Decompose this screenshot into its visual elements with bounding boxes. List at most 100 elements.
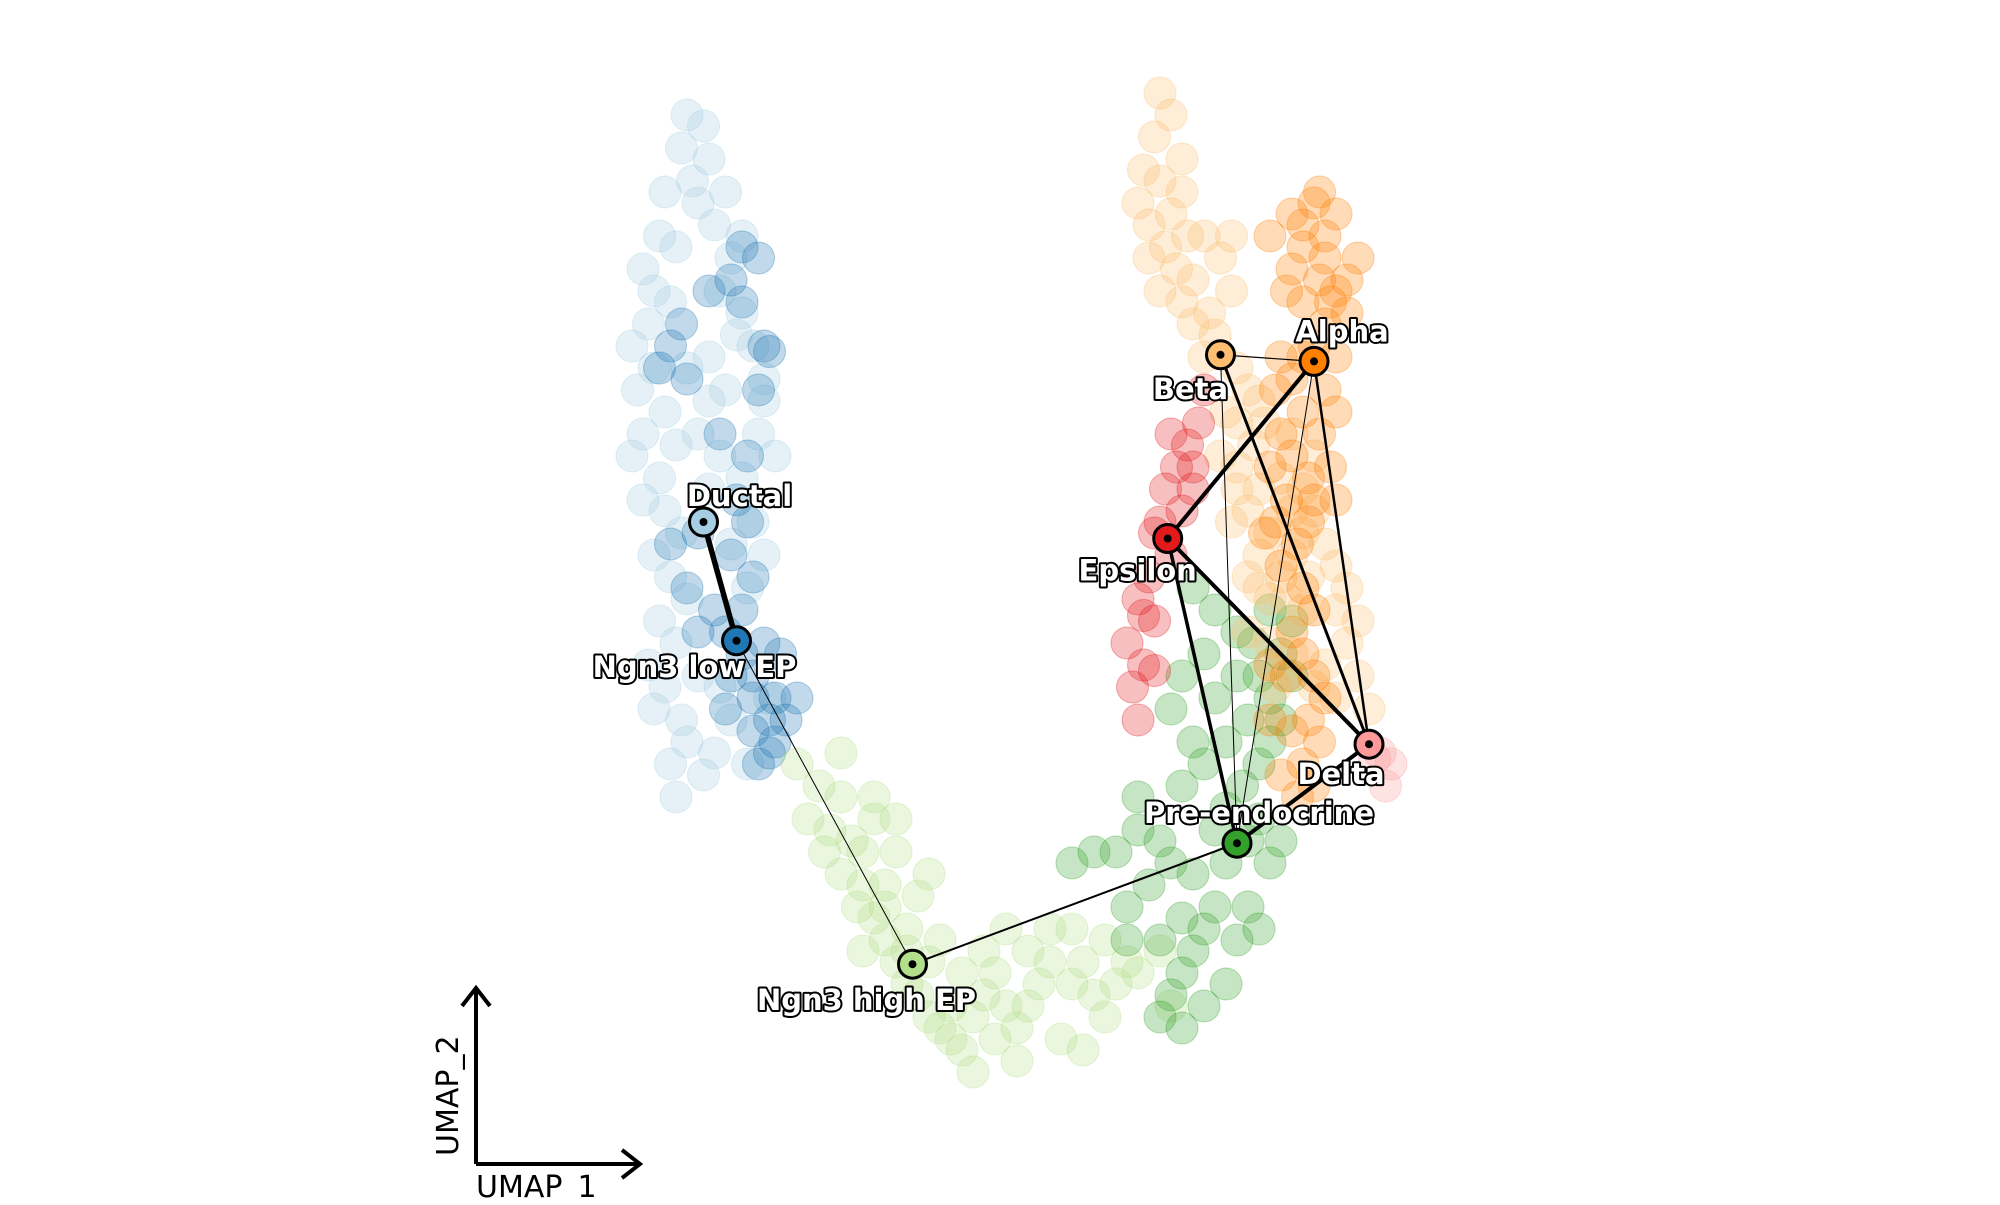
- cell-point-beta: [1231, 373, 1265, 407]
- cell-point-ductal: [753, 681, 786, 715]
- cell-point-ductal: [659, 230, 693, 264]
- cell-point-beta: [1297, 494, 1331, 528]
- cell-point-ngn3-high-ep: [989, 989, 1023, 1023]
- cell-point-ngn3-high-ep: [1110, 945, 1144, 979]
- node-label-epsilon: Epsilon: [1079, 554, 1197, 588]
- cell-point-epsilon: [1160, 450, 1193, 484]
- cell-point-beta: [1297, 439, 1331, 473]
- cell-point-ngn3-low-ep: [736, 659, 770, 693]
- cell-point-pre-endocrine: [1121, 813, 1155, 847]
- cell-point-ductal: [615, 439, 649, 473]
- edge-beta-alpha: [1219, 354, 1315, 362]
- cell-point-ductal: [703, 670, 737, 704]
- cell-point-epsilon: [1121, 582, 1155, 616]
- cell-point-pre-endocrine: [1143, 1000, 1177, 1034]
- cell-point-beta: [1242, 538, 1276, 572]
- cell-point-pre-endocrine: [1132, 868, 1166, 902]
- edge-epsilon-delta: [1165, 536, 1371, 747]
- cell-point-ngn3-low-ep: [769, 703, 803, 737]
- cell-point-ductal: [621, 373, 654, 407]
- cell-point-ngn3-high-ep: [1000, 1044, 1034, 1078]
- edge-beta-delta: [1219, 353, 1371, 746]
- cell-point-beta: [1253, 582, 1287, 616]
- cell-point-alpha: [1286, 285, 1320, 319]
- cell-point-epsilon: [1110, 626, 1144, 660]
- node-center-dot-pre-endocrine: [1233, 839, 1241, 848]
- cell-point-ngn3-high-ep: [967, 934, 1001, 968]
- cell-point-alpha: [1319, 274, 1353, 308]
- cell-point-ngn3-low-ep: [654, 329, 687, 363]
- cell-point-ngn3-high-ep: [879, 802, 913, 836]
- cell-point-ductal: [692, 384, 726, 418]
- cell-point-ngn3-low-ep: [780, 681, 814, 715]
- cell-point-ngn3-high-ep: [857, 780, 891, 814]
- cell-point-beta: [1165, 285, 1199, 319]
- node-label-ngn3-high-ep: Ngn3 high EP: [757, 983, 976, 1017]
- cell-point-ductal: [665, 703, 698, 737]
- cell-point-pre-endocrine: [1176, 725, 1210, 759]
- cell-point-epsilon: [1132, 560, 1166, 594]
- cell-point-pre-endocrine: [1253, 725, 1287, 759]
- cell-point-alpha: [1275, 252, 1309, 286]
- y-axis-arrowhead: [460, 984, 492, 1008]
- cell-point-ductal: [654, 285, 687, 319]
- node-center-dot-ngn3-low-ep: [732, 636, 741, 645]
- cell-point-beta: [1132, 241, 1166, 275]
- node-center-dot-beta: [1216, 350, 1225, 359]
- cell-point-ngn3-high-ep: [912, 857, 946, 891]
- cell-point-beta: [1215, 219, 1248, 253]
- cell-point-beta: [1154, 98, 1188, 132]
- cell-point-beta: [1215, 274, 1248, 308]
- cell-point-ngn3-low-ep: [725, 230, 759, 264]
- cell-point-beta: [1220, 450, 1254, 484]
- edge-epsilon-alpha: [1165, 359, 1316, 541]
- cell-point-alpha: [1330, 296, 1364, 330]
- cell-point-beta: [1187, 219, 1221, 253]
- cell-point-ductal: [665, 131, 698, 165]
- cell-point-pre-endocrine: [1242, 659, 1276, 693]
- cell-point-ductal: [643, 219, 676, 253]
- cell-point-ngn3-high-ep: [846, 835, 880, 869]
- cell-point-ductal: [736, 329, 770, 363]
- cell-point-ductal: [637, 351, 671, 385]
- cell-point-ductal: [637, 692, 671, 726]
- cell-point-beta: [1215, 505, 1248, 539]
- cell-point-epsilon: [1171, 428, 1204, 462]
- cell-point-ductal: [698, 736, 731, 770]
- cell-point-ductal: [714, 527, 748, 561]
- cell-point-alpha: [1330, 263, 1364, 297]
- cell-point-beta: [1242, 571, 1276, 605]
- cell-point-ductal: [709, 373, 742, 407]
- cell-point-alpha: [1264, 417, 1298, 451]
- cell-point-ductal: [654, 747, 687, 781]
- cell-point-ductal: [659, 780, 693, 814]
- cell-point-ngn3-high-ep: [978, 956, 1012, 990]
- cell-point-ngn3-high-ep: [1154, 989, 1188, 1023]
- cell-point-delta: [1374, 747, 1408, 781]
- cell-point-ductal: [698, 208, 731, 242]
- cell-point-alpha: [1286, 208, 1320, 242]
- cell-point-beta: [1143, 76, 1177, 110]
- cell-point-beta: [1160, 252, 1193, 286]
- x-axis-arrowhead: [620, 1148, 644, 1180]
- cell-point-epsilon: [1182, 406, 1215, 440]
- cell-point-ngn3-high-ep: [1066, 945, 1100, 979]
- cell-point-pre-endocrine: [1143, 923, 1177, 957]
- cell-point-beta: [1165, 142, 1199, 176]
- cell-point-ductal: [626, 483, 660, 517]
- cell-point-ductal: [654, 560, 687, 594]
- cell-point-alpha: [1303, 725, 1336, 759]
- cell-point-ductal: [626, 252, 660, 286]
- cell-point-ngn3-low-ep: [758, 725, 792, 759]
- cell-point-beta: [1165, 175, 1199, 209]
- edge-alpha-delta: [1312, 360, 1371, 746]
- node-label-ngn3-low-ep: Ngn3 low EP: [593, 650, 797, 684]
- cell-point-epsilon: [1116, 670, 1149, 704]
- cell-point-pre-endocrine: [1275, 659, 1309, 693]
- node-label-pre-endocrine: Pre-endocrine: [1144, 796, 1374, 830]
- cell-point-ductal: [731, 747, 764, 781]
- cell-point-alpha: [1319, 197, 1353, 231]
- cell-point-ngn3-high-ep: [1099, 967, 1133, 1001]
